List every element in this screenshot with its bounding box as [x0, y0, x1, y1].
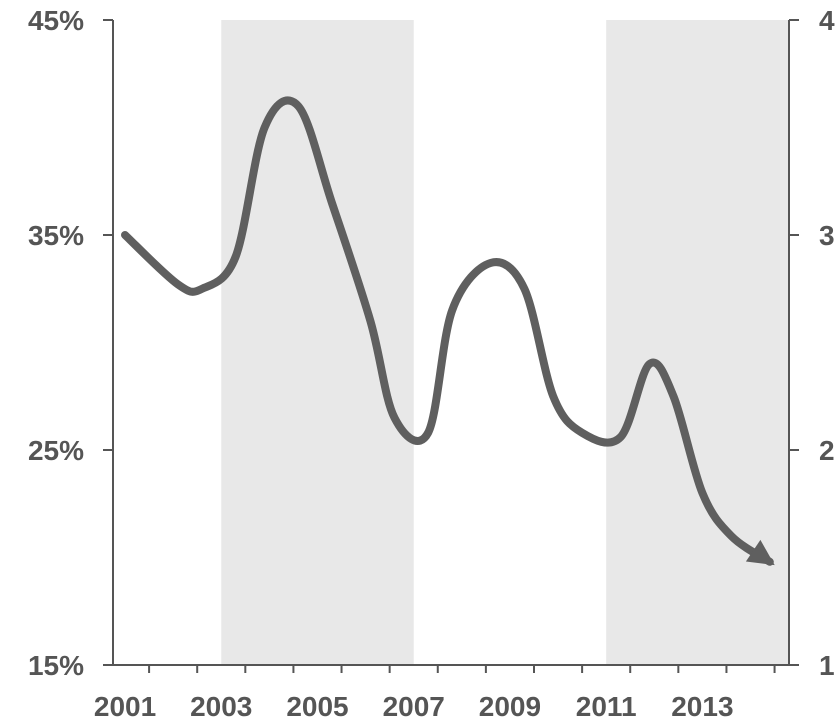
y2-tick-label: 1: [819, 650, 835, 681]
y-tick-label: 15%: [28, 650, 84, 681]
x-tick-label: 2005: [286, 691, 348, 722]
x-tick-label: 2007: [383, 691, 445, 722]
x-tick-label: 2013: [671, 691, 733, 722]
y2-tick-label: 3: [819, 220, 835, 251]
shaded-period-2: [606, 20, 789, 665]
series-arrowhead: [745, 539, 775, 566]
x-tick-label: 2011: [576, 691, 637, 722]
y-tick-label: 35%: [28, 220, 84, 251]
x-tick-label: 2009: [479, 691, 541, 722]
y-tick-label: 45%: [28, 5, 84, 36]
y2-tick-label: 4: [819, 5, 835, 36]
axes: [103, 20, 799, 666]
ticks: [103, 19, 799, 673]
x-tick-label: 2001: [94, 691, 156, 722]
x-tick-label: 2003: [190, 691, 252, 722]
tick-labels: 15% 25% 35% 45% 1 2 3 4 2001 2003 2005 2007 2009 2011…: [28, 5, 835, 722]
y2-tick-label: 2: [819, 435, 835, 466]
series: [121, 96, 775, 566]
y-tick-label: 25%: [28, 435, 84, 466]
shaded-periods: [221, 20, 789, 665]
shaded-period-1: [221, 20, 414, 665]
series-line-1: [121, 96, 774, 566]
